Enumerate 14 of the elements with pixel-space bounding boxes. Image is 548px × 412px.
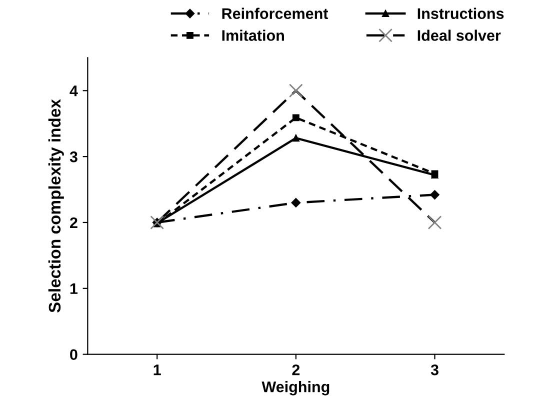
x-tick-label: 2	[292, 364, 300, 376]
legend-label: Instructions	[418, 8, 504, 20]
y-tick-label: 2	[70, 217, 78, 228]
legend-label: Reinforcement	[222, 8, 328, 20]
legend-label: Imitation	[222, 30, 284, 41]
y-tick-label: 1	[70, 283, 78, 294]
legend-label: Ideal solver	[418, 30, 501, 41]
x-tick-label: 1	[154, 364, 161, 376]
y-tick-label: 0	[70, 349, 78, 360]
y-axis-title: Selection complexity index	[48, 99, 64, 312]
y-tick-label: 3	[70, 151, 78, 162]
x-tick-label: 3	[430, 364, 438, 376]
x-axis-title: Weighing	[262, 381, 330, 396]
y-tick-label: 4	[70, 86, 78, 96]
